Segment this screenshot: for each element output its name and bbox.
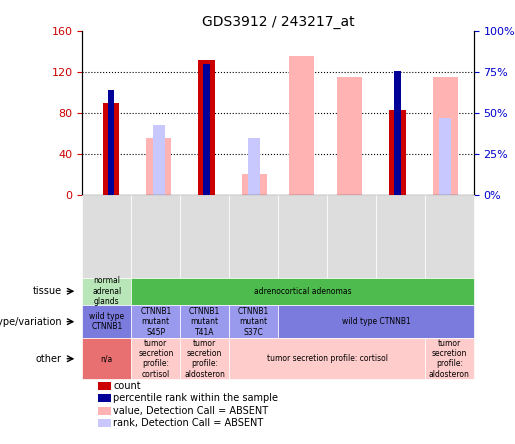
Text: percentile rank within the sample: percentile rank within the sample (113, 393, 278, 403)
Bar (337, 77, 362, 195)
Text: value, Detection Call = ABSENT: value, Detection Call = ABSENT (113, 406, 268, 416)
Bar (108, 90, 114, 195)
Text: other: other (36, 354, 62, 364)
Text: tumor
secretion
profile:
aldosteron: tumor secretion profile: aldosteron (184, 339, 225, 379)
Title: GDS3912 / 243217_at: GDS3912 / 243217_at (202, 15, 354, 29)
Bar (242, 174, 267, 195)
Text: wild type
CTNNB1: wild type CTNNB1 (89, 312, 125, 331)
Text: CTNNB1
mutant
S37C: CTNNB1 mutant S37C (238, 307, 269, 337)
Bar (439, 118, 451, 195)
Text: tumor secretion profile: cortisol: tumor secretion profile: cortisol (267, 354, 387, 363)
Bar (394, 71, 401, 195)
Bar (203, 64, 210, 195)
Text: count: count (113, 381, 141, 391)
Text: tumor
secretion
profile:
cortisol: tumor secretion profile: cortisol (138, 339, 174, 379)
Bar (198, 60, 215, 195)
Text: tissue: tissue (32, 286, 62, 296)
Text: genotype/variation: genotype/variation (0, 317, 62, 327)
Text: wild type CTNNB1: wild type CTNNB1 (341, 317, 410, 326)
Text: CTNNB1
mutant
T41A: CTNNB1 mutant T41A (189, 307, 220, 337)
Bar (248, 138, 260, 195)
Text: n/a: n/a (101, 354, 113, 363)
Text: CTNNB1
mutant
S45P: CTNNB1 mutant S45P (140, 307, 171, 337)
Bar (389, 110, 406, 195)
Bar (289, 56, 315, 195)
Text: tumor
secretion
profile:
aldosteron: tumor secretion profile: aldosteron (429, 339, 470, 379)
Bar (153, 125, 165, 195)
Bar (146, 138, 171, 195)
Bar (102, 103, 119, 195)
Text: normal
adrenal
glands: normal adrenal glands (92, 276, 122, 306)
Text: adrenocortical adenomas: adrenocortical adenomas (254, 287, 351, 296)
Bar (433, 77, 458, 195)
Text: rank, Detection Call = ABSENT: rank, Detection Call = ABSENT (113, 418, 264, 428)
